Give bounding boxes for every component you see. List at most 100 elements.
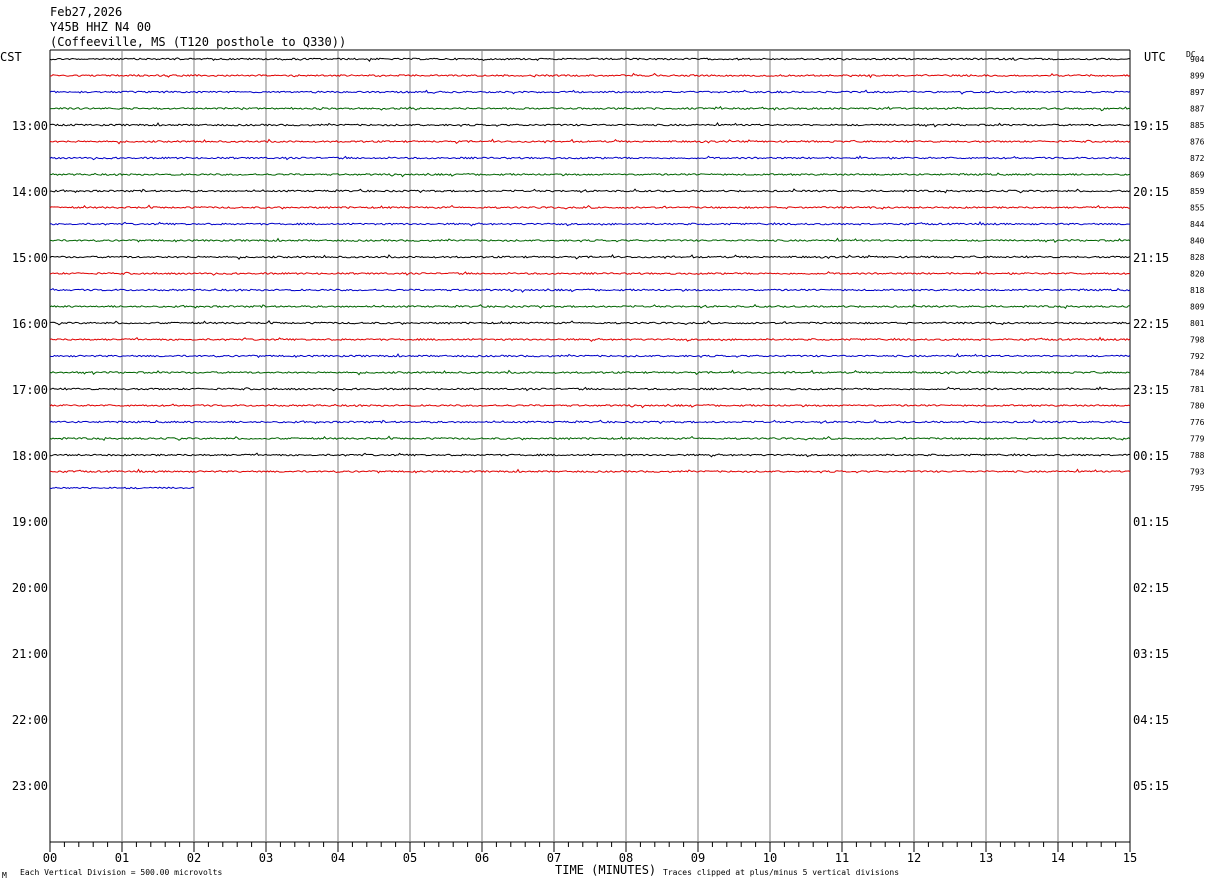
x-tick-label: 15 (1123, 851, 1137, 865)
dc-offset-label: 872 (1190, 154, 1205, 163)
minute-gridlines (121, 50, 1059, 842)
dc-offset-label: 781 (1190, 385, 1205, 394)
x-tick-label: 00 (43, 851, 57, 865)
trace-row-13 (49, 270, 1131, 276)
trace-row-25 (49, 468, 1131, 474)
dc-offset-label: 780 (1190, 402, 1205, 411)
cst-time-label: 14:00 (12, 185, 48, 199)
dc-offset-label: 876 (1190, 138, 1205, 147)
trace-row-20 (49, 386, 1131, 392)
utc-time-label: 01:15 (1133, 515, 1169, 529)
clip-note: Traces clipped at plus/minus 5 vertical … (663, 868, 899, 877)
trace-row-17 (49, 336, 1131, 342)
cst-time-label: 13:00 (12, 119, 48, 133)
dc-offset-label: 897 (1190, 88, 1205, 97)
scale-note: Each Vertical Division = 500.00 microvol… (20, 868, 222, 877)
header-station: Y45B HHZ N4 00 (50, 20, 151, 34)
dc-offset-label: 809 (1190, 303, 1205, 312)
dc-offset-label: 776 (1190, 418, 1205, 427)
cst-time-label: 16:00 (12, 317, 48, 331)
dc-header: DC (1186, 50, 1196, 59)
corner-mark: M (2, 871, 7, 880)
trace-row-21 (49, 403, 1131, 409)
header-date: Feb27,2026 (50, 5, 122, 19)
left-axis-title: CST (0, 50, 22, 64)
cst-time-label: 18:00 (12, 449, 48, 463)
x-tick-label: 12 (907, 851, 921, 865)
trace-row-6 (49, 155, 1131, 161)
trace-row-10 (49, 221, 1131, 227)
dc-offset-label: 792 (1190, 352, 1205, 361)
x-tick-label: 01 (115, 851, 129, 865)
trace-row-4 (49, 122, 1131, 128)
cst-time-label: 19:00 (12, 515, 48, 529)
dc-offset-label: 899 (1190, 72, 1205, 81)
x-tick-label: 04 (331, 851, 345, 865)
dc-offset-label: 887 (1190, 105, 1205, 114)
cst-time-label: 15:00 (12, 251, 48, 265)
trace-row-1 (49, 72, 1131, 79)
utc-time-label: 02:15 (1133, 581, 1169, 595)
utc-time-label: 04:15 (1133, 713, 1169, 727)
utc-time-label: 21:15 (1133, 251, 1169, 265)
cst-time-label: 22:00 (12, 713, 48, 727)
x-tick-label: 06 (475, 851, 489, 865)
trace-row-23 (49, 435, 1131, 442)
dc-offset-label: 885 (1190, 121, 1205, 130)
dc-offset-label: 795 (1190, 484, 1205, 493)
dc-offset-label: 793 (1190, 468, 1205, 477)
cst-time-label: 23:00 (12, 779, 48, 793)
cst-time-label: 20:00 (12, 581, 48, 595)
dc-offset-label: 855 (1190, 204, 1205, 213)
dc-offset-label: 788 (1190, 451, 1205, 460)
trace-row-18 (49, 353, 1131, 359)
x-tick-label: 10 (763, 851, 777, 865)
dc-offset-label: 784 (1190, 369, 1205, 378)
trace-row-11 (49, 237, 1131, 243)
trace-row-14 (49, 287, 1131, 293)
x-tick-label: 02 (187, 851, 201, 865)
utc-time-label: 20:15 (1133, 185, 1169, 199)
trace-row-26 (49, 486, 195, 490)
plot-frame (49, 49, 1131, 843)
x-tick-label: 14 (1051, 851, 1065, 865)
trace-row-15 (49, 303, 1131, 310)
x-axis-ticks: 00 01 02 03 04 05 06 07 08 09 10 11 12 13 14 15 (43, 842, 1137, 865)
x-tick-label: 09 (691, 851, 705, 865)
cst-time-label: 21:00 (12, 647, 48, 661)
trace-row-3 (49, 105, 1131, 112)
trace-row-7 (49, 172, 1131, 178)
utc-time-label: 05:15 (1133, 779, 1169, 793)
time-labels: 13:00 14:00 15:00 16:00 17:00 18:00 19:00 20:00… (12, 55, 1205, 793)
utc-time-label: 23:15 (1133, 383, 1169, 397)
x-axis-label: TIME (MINUTES) (555, 863, 656, 877)
dc-offset-label: 779 (1190, 435, 1205, 444)
trace-row-19 (49, 369, 1131, 376)
x-tick-label: 03 (259, 851, 273, 865)
dc-offset-label: 859 (1190, 187, 1205, 196)
dc-offset-label: 828 (1190, 253, 1205, 262)
header-location: (Coffeeville, MS (T120 posthole to Q330)… (50, 35, 346, 49)
x-tick-label: 13 (979, 851, 993, 865)
trace-row-12 (49, 254, 1131, 261)
dc-offset-label: 840 (1190, 237, 1205, 246)
seismic-traces (49, 57, 1131, 490)
x-tick-label: 08 (619, 851, 633, 865)
dc-offset-label: 844 (1190, 220, 1205, 229)
dc-offset-label: 798 (1190, 336, 1205, 345)
trace-row-2 (49, 89, 1131, 95)
trace-row-0 (49, 57, 1131, 63)
trace-row-9 (49, 204, 1131, 210)
utc-time-label: 22:15 (1133, 317, 1169, 331)
x-tick-label: 07 (547, 851, 561, 865)
dc-offset-label: 869 (1190, 171, 1205, 180)
x-tick-label: 11 (835, 851, 849, 865)
dc-offset-label: 904 (1190, 55, 1205, 64)
utc-time-label: 19:15 (1133, 119, 1169, 133)
cst-time-label: 17:00 (12, 383, 48, 397)
dc-offset-label: 820 (1190, 270, 1205, 279)
dc-offset-label: 818 (1190, 286, 1205, 295)
right-axis-title: UTC (1144, 50, 1166, 64)
trace-row-24 (49, 452, 1131, 458)
